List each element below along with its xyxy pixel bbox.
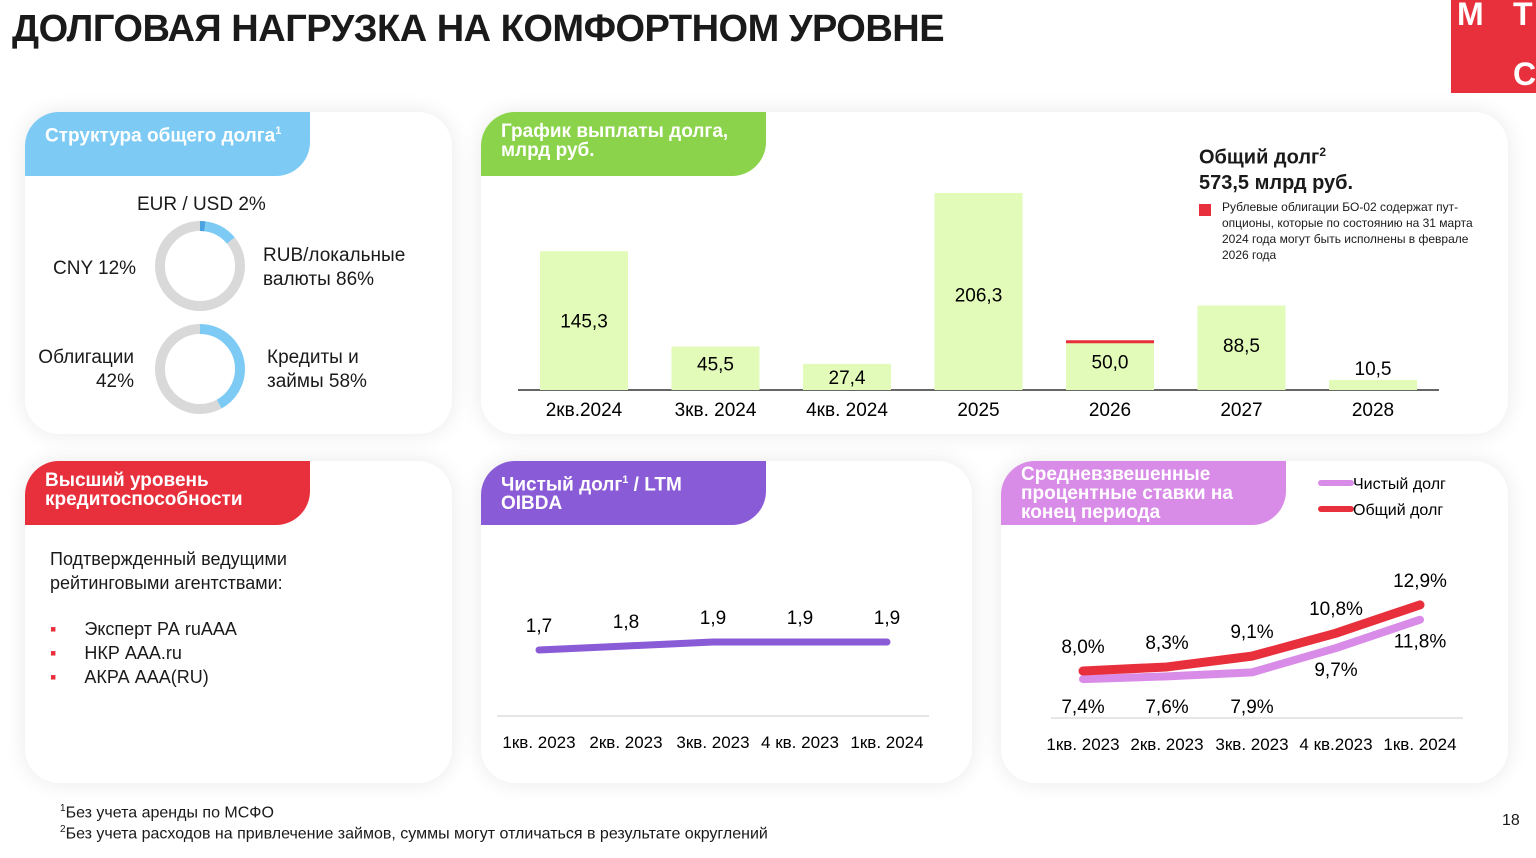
donut-segment	[155, 324, 245, 414]
label-rub: RUB/локальные валюты 86%	[263, 245, 406, 290]
bar	[671, 346, 760, 390]
card-tag: Структура общего долга1	[25, 112, 310, 176]
footnote-2: 2Без учета расходов на привлечение займо…	[60, 824, 768, 843]
legend-square-icon	[1199, 204, 1211, 216]
x-tick-label: 3кв. 2023	[1215, 735, 1288, 754]
credit-rating-card: Высший уровень кредитоспособности Подтве…	[25, 461, 452, 783]
x-tick-label: 2026	[1089, 400, 1131, 421]
legend-label: Общий долг	[1353, 502, 1443, 519]
net-debt-oibda-card: Чистый долг1 / LTM OIBDA 1,7 1кв. 2023 1,8…	[481, 461, 972, 783]
x-tick-label: 2кв.2024	[546, 400, 623, 421]
data-label: 9,1%	[1230, 622, 1273, 643]
bar	[934, 193, 1023, 390]
bar-value-label: 206,3	[955, 285, 1003, 306]
bar	[1329, 379, 1417, 390]
net-debt-line-chart: 1,7 1кв. 2023 1,8 2кв. 2023 1,9 3кв. 2023 1,9 4…	[497, 608, 929, 752]
x-tick-label: 4 кв. 2023	[761, 733, 839, 752]
footnote-1: 1Без учета аренды по МСФО	[60, 803, 274, 822]
bar-value-label: 50,0	[1092, 353, 1129, 374]
data-label: 8,0%	[1061, 637, 1104, 658]
label-loans: Кредиты и займы 58%	[267, 347, 367, 392]
card-tag: График выплаты долга, млрд руб.	[481, 112, 766, 176]
x-tick-label: 1кв. 2023	[502, 733, 575, 752]
debt-structure-card: Структура общего долга1 EUR / USD 2% CNY…	[25, 112, 452, 434]
bar-chart: 145,3 2кв.2024 45,5 3кв. 2024 27,4 4кв. 2024 2…	[518, 193, 1439, 421]
list-item: ▪ НКР AAA.ru	[50, 643, 182, 663]
put-option-marker	[1066, 340, 1154, 344]
repayment-schedule-card: График выплаты долга, млрд руб. 145,3 2кв…	[481, 112, 1508, 434]
bar	[540, 251, 628, 390]
x-tick-label: 2028	[1352, 400, 1394, 421]
data-label: 1,9	[874, 608, 900, 629]
x-tick-label: 3кв. 2024	[675, 400, 757, 421]
x-tick-label: 1кв. 2024	[850, 733, 923, 752]
data-label: 1,8	[613, 612, 639, 633]
rating-intro: Подтвержденный ведущими рейтинговыми аге…	[50, 549, 287, 593]
data-label: 11,8%	[1394, 632, 1447, 653]
label-eur-usd: EUR / USD 2%	[137, 194, 266, 215]
card-tag: Средневзвешенные процентные ставки на ко…	[1001, 461, 1286, 525]
data-label: 7,9%	[1230, 697, 1273, 718]
data-label: 12,9%	[1393, 571, 1447, 592]
data-label: 7,4%	[1061, 697, 1104, 718]
x-tick-label: 1кв. 2023	[1046, 735, 1119, 754]
data-label: 8,3%	[1145, 633, 1188, 654]
bar	[1197, 305, 1286, 390]
put-option-note: Рублевые облигации БО-02 содержат пут-оп…	[1222, 200, 1473, 262]
donut-charts	[155, 221, 245, 414]
rating-list: ▪ Эксперт РА ruAAA ▪ НКР AAA.ru ▪ АКРА AAA(…	[50, 617, 237, 689]
x-tick-label: 4 кв.2023	[1299, 735, 1372, 754]
total-debt-title: Общий долг2	[1199, 145, 1327, 169]
list-item: ▪ АКРА AAA(RU)	[50, 667, 209, 687]
x-tick-label: 2025	[957, 400, 999, 421]
donut-segment	[155, 221, 245, 311]
data-label: 7,6%	[1145, 697, 1188, 718]
data-label: 10,8%	[1309, 599, 1363, 620]
data-label: 1,9	[787, 608, 813, 629]
label-cny: CNY 12%	[53, 258, 137, 279]
page-number: 18	[1502, 812, 1520, 829]
data-label: 1,9	[700, 608, 726, 629]
x-tick-label: 2кв. 2023	[1130, 735, 1203, 754]
bar-value-label: 45,5	[697, 354, 734, 375]
legend-label: Чистый долг	[1353, 476, 1446, 493]
bar	[803, 363, 891, 390]
series-line	[1078, 600, 1425, 676]
x-tick-label: 2027	[1220, 400, 1262, 421]
series-line	[535, 638, 891, 654]
series-line	[1079, 615, 1424, 684]
x-tick-label: 1кв. 2024	[1383, 735, 1456, 754]
bar-value-label: 88,5	[1223, 336, 1260, 357]
data-label: 1,7	[526, 616, 552, 637]
x-tick-label: 2кв. 2023	[589, 733, 662, 752]
x-tick-label: 3кв. 2023	[676, 733, 749, 752]
bar-value-label: 145,3	[560, 312, 608, 333]
total-debt-value: 573,5 млрд руб.	[1199, 171, 1354, 194]
card-tag: Высший уровень кредитоспособности	[25, 461, 310, 525]
interest-rates-card: Средневзвешенные процентные ставки на ко…	[1001, 461, 1508, 783]
list-item: ▪ Эксперт РА ruAAA	[50, 619, 237, 639]
rates-line-chart: 7,4% 7,6% 7,9% 9,7% 11,8% Чистый долг 8,0% 8,3%…	[1046, 476, 1463, 754]
page-title: ДОЛГОВАЯ НАГРУЗКА НА КОМФОРТНОМ УРОВНЕ	[12, 8, 945, 50]
bar-value-label: 27,4	[829, 368, 866, 389]
bar	[1066, 342, 1154, 390]
data-label: 9,7%	[1314, 660, 1357, 681]
card-tag: Чистый долг1 / LTM OIBDA	[481, 461, 766, 525]
bar-value-label: 10,5	[1355, 359, 1392, 380]
label-bonds: Облигации 42%	[38, 347, 134, 392]
x-tick-label: 4кв. 2024	[806, 400, 888, 421]
